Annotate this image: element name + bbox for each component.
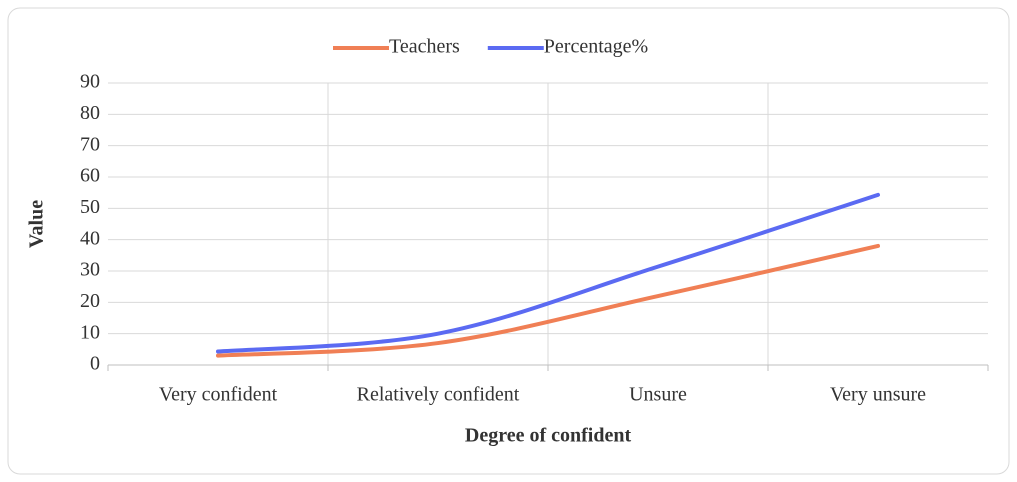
y-axis-title: Value [26,200,48,248]
x-axis-title: Degree of confident [465,425,632,447]
y-tick-label: 70 [80,133,100,155]
x-tick-label: Very unsure [830,384,926,406]
y-tick-label: 80 [80,102,100,124]
legend-label: Percentage% [544,36,648,58]
line-series [216,243,880,358]
y-tick-label: 20 [80,290,100,312]
y-tick-label: 90 [80,71,100,93]
y-tick-label: 0 [90,353,100,375]
y-tick-label: 50 [80,196,100,218]
y-tick-label: 10 [80,321,100,343]
y-tick-label: 60 [80,165,100,187]
y-tick-label: 40 [80,227,100,249]
x-tick-label: Relatively confident [357,384,520,406]
y-tick-label: 30 [80,259,100,281]
x-tick-label: Unsure [629,384,687,406]
legend-label: Teachers [389,36,460,58]
line-series [216,192,880,354]
x-tick-label: Very confident [159,384,278,406]
chart-frame [7,7,1010,475]
